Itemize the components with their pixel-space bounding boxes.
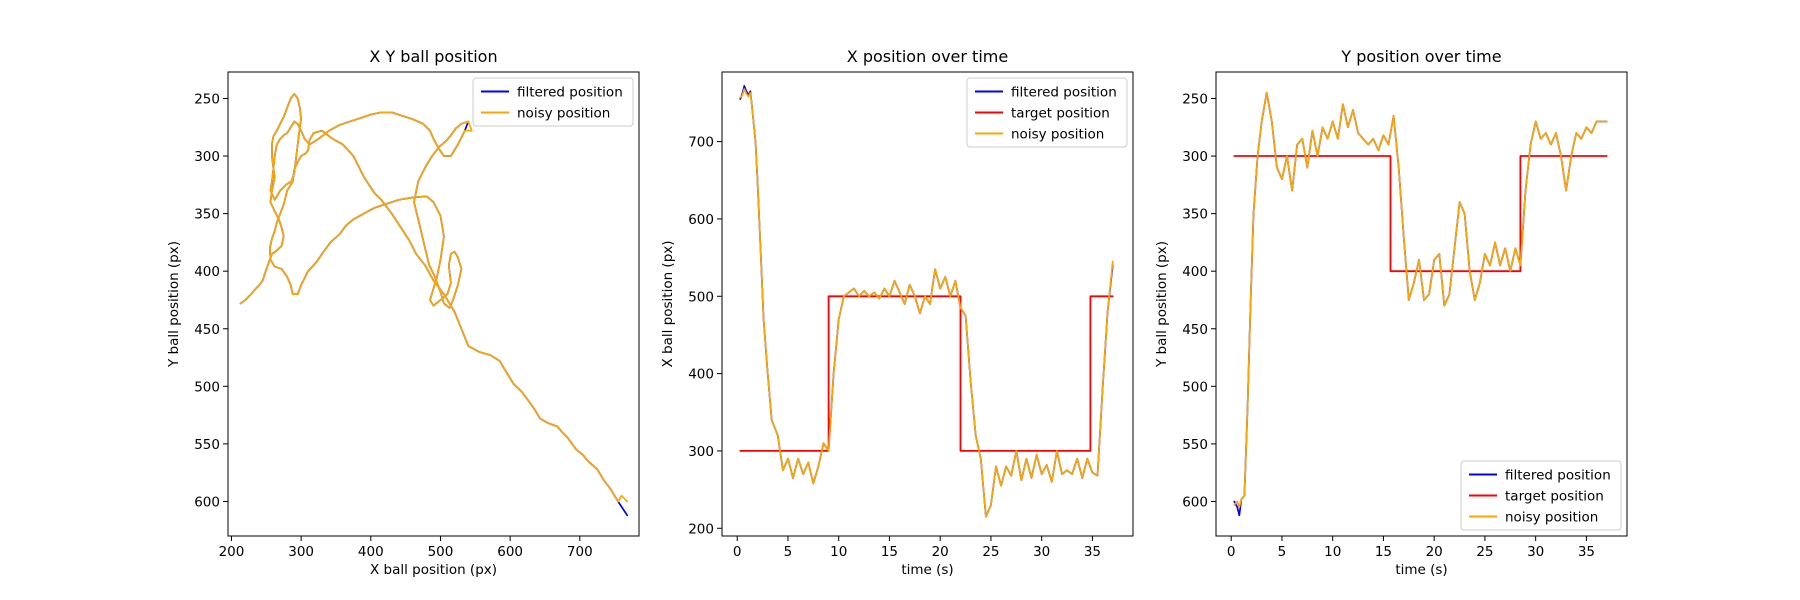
x-tick-label: 20 bbox=[1426, 544, 1443, 560]
y-tick-label: 450 bbox=[1182, 322, 1208, 338]
x-tick-label: 20 bbox=[932, 544, 949, 560]
chart-title: X position over time bbox=[847, 47, 1008, 66]
legend: filtered position target position noisy po… bbox=[1460, 460, 1622, 531]
x-tick-label: 0 bbox=[733, 544, 742, 560]
x-tick-label: 400 bbox=[358, 544, 384, 560]
plot-frame bbox=[227, 71, 640, 537]
legend-label-target-position: target position bbox=[1011, 106, 1110, 122]
legend-box bbox=[966, 77, 1128, 148]
y-tick-label: 550 bbox=[1182, 437, 1208, 453]
y-tick-label: 450 bbox=[194, 322, 220, 338]
x-tick-label: 500 bbox=[428, 544, 454, 560]
y-tick-label: 700 bbox=[688, 135, 714, 151]
y-tick-label: 200 bbox=[688, 521, 714, 537]
legend-label-noisy-position: noisy position bbox=[1011, 127, 1104, 143]
x-tick-label: 10 bbox=[1324, 544, 1341, 560]
legend: filtered position noisy position bbox=[472, 77, 634, 127]
plot-frame bbox=[721, 71, 1134, 537]
x-tick-label: 200 bbox=[219, 544, 245, 560]
y-tick-label: 300 bbox=[1182, 149, 1208, 165]
x-axis-label: time (s) bbox=[901, 562, 953, 578]
series-line-noisy-position bbox=[739, 88, 1114, 518]
y-tick-label: 500 bbox=[1182, 379, 1208, 395]
series-group bbox=[1233, 91, 1608, 517]
series-line-target-position bbox=[1233, 155, 1608, 273]
series-group bbox=[239, 93, 629, 517]
plot-frame bbox=[1215, 71, 1628, 537]
y-tick-label: 400 bbox=[194, 264, 220, 280]
y-tick-label: 350 bbox=[1182, 207, 1208, 223]
y-tick-label: 400 bbox=[1182, 264, 1208, 280]
y-axis-label: Y ball position (px) bbox=[1154, 241, 1170, 368]
x-tick-label: 30 bbox=[1033, 544, 1050, 560]
x-tick-label: 35 bbox=[1578, 544, 1595, 560]
x-tick-label: 15 bbox=[881, 544, 898, 560]
legend-label-filtered-position: filtered position bbox=[1505, 468, 1611, 484]
x-tick-label: 700 bbox=[567, 544, 593, 560]
series-line-noisy-position bbox=[239, 93, 629, 503]
chart-y-position-over-time: Y position over time 0 5 10 15 20 25 30 35 250 300… bbox=[1154, 47, 1628, 578]
y-axis-label: Y ball position (px) bbox=[166, 241, 182, 368]
x-axis-label: X ball position (px) bbox=[370, 562, 497, 578]
y-tick-label: 500 bbox=[688, 289, 714, 305]
y-axis-label: X ball position (px) bbox=[660, 240, 676, 367]
y-tick-label: 300 bbox=[194, 149, 220, 165]
y-tick-label: 400 bbox=[688, 367, 714, 383]
y-tick-label: 600 bbox=[688, 212, 714, 228]
legend-label-noisy-position: noisy position bbox=[1505, 510, 1598, 526]
y-tick-label: 250 bbox=[1182, 91, 1208, 107]
x-tick-label: 25 bbox=[982, 544, 999, 560]
x-tick-label: 35 bbox=[1084, 544, 1101, 560]
x-tick-label: 5 bbox=[1278, 544, 1287, 560]
x-tick-label: 600 bbox=[497, 544, 523, 560]
series-line-noisy-position bbox=[1233, 91, 1608, 509]
series-line-target-position bbox=[739, 295, 1114, 452]
series-group bbox=[739, 85, 1114, 518]
legend-label-target-position: target position bbox=[1505, 489, 1604, 505]
x-tick-label: 5 bbox=[784, 544, 793, 560]
y-tick-label: 600 bbox=[1182, 494, 1208, 510]
x-tick-label: 25 bbox=[1476, 544, 1493, 560]
y-tick-label: 500 bbox=[194, 379, 220, 395]
y-tick-label: 250 bbox=[194, 91, 220, 107]
y-tick-label: 550 bbox=[194, 437, 220, 453]
legend: filtered position target position noisy po… bbox=[966, 77, 1128, 148]
y-tick-label: 600 bbox=[194, 494, 220, 510]
chart-xy-ball-position: X Y ball position 200 300 400 500 600 700 250 30… bbox=[166, 47, 640, 578]
legend-box bbox=[1460, 460, 1622, 531]
x-tick-label: 10 bbox=[830, 544, 847, 560]
x-tick-label: 0 bbox=[1227, 544, 1236, 560]
x-tick-label: 30 bbox=[1527, 544, 1544, 560]
chart-title: Y position over time bbox=[1340, 47, 1501, 66]
x-tick-label: 15 bbox=[1375, 544, 1392, 560]
legend-label-filtered-position: filtered position bbox=[1011, 85, 1117, 101]
chart-title: X Y ball position bbox=[369, 47, 497, 66]
y-tick-label: 300 bbox=[688, 444, 714, 460]
x-axis-label: time (s) bbox=[1395, 562, 1447, 578]
legend-box bbox=[472, 77, 634, 127]
legend-label-noisy-position: noisy position bbox=[517, 106, 610, 122]
chart-x-position-over-time: X position over time 0 5 10 15 20 25 30 35 200 300… bbox=[660, 47, 1134, 578]
x-tick-label: 300 bbox=[288, 544, 314, 560]
y-tick-label: 350 bbox=[194, 207, 220, 223]
legend-label-filtered-position: filtered position bbox=[517, 85, 623, 101]
